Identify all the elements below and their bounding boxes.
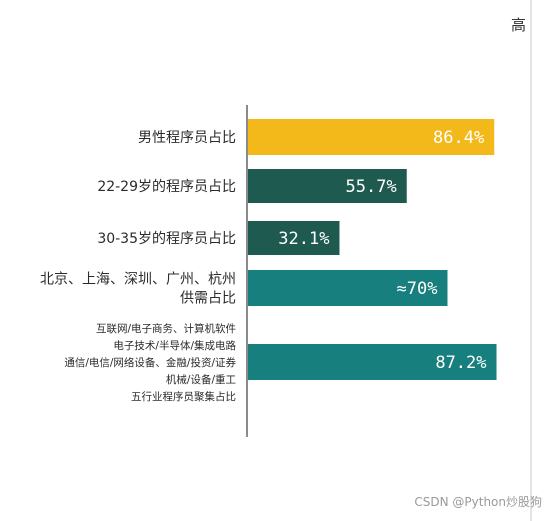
bar-value-label-1: 86.4% bbox=[433, 128, 484, 148]
corner-label: 高 bbox=[511, 16, 526, 34]
category-label-line: 22-29岁的程序员占比 bbox=[97, 179, 236, 195]
category-label-line: 供需占比 bbox=[180, 291, 236, 307]
category-label-line: 北京、上海、深圳、广州、杭州 bbox=[40, 272, 236, 288]
category-label-line: 通信/电信/网络设备、金融/投资/证券 bbox=[64, 356, 236, 369]
category-label-line: 互联网/电子商务、计算机软件 bbox=[96, 322, 236, 335]
category-label-1: 男性程序员占比 bbox=[138, 130, 236, 146]
category-label-2: 22-29岁的程序员占比 bbox=[97, 179, 236, 195]
bar-value-label-3: 32.1% bbox=[278, 229, 329, 249]
category-label-line: 五行业程序员聚集占比 bbox=[131, 390, 236, 403]
bar-3 bbox=[248, 221, 340, 255]
bar-1 bbox=[248, 119, 495, 155]
bar-value-label-5: 87.2% bbox=[435, 353, 486, 373]
bar-5 bbox=[248, 344, 497, 380]
bar-4 bbox=[248, 270, 448, 306]
bar-value-label-2: 55.7% bbox=[346, 177, 397, 197]
category-label-4: 北京、上海、深圳、广州、杭州供需占比 bbox=[40, 272, 236, 307]
category-label-5: 互联网/电子商务、计算机软件电子技术/半导体/集成电路通信/电信/网络设备、金融… bbox=[64, 322, 236, 403]
category-label-3: 30-35岁的程序员占比 bbox=[97, 231, 236, 247]
bar-value-label-4: ≈70% bbox=[397, 279, 438, 299]
category-label-line: 30-35岁的程序员占比 bbox=[97, 231, 236, 247]
watermark: CSDN @Python炒股狗 bbox=[414, 495, 542, 509]
category-label-line: 电子技术/半导体/集成电路 bbox=[113, 339, 236, 352]
category-label-line: 机械/设备/重工 bbox=[166, 373, 236, 386]
category-label-line: 男性程序员占比 bbox=[138, 130, 236, 146]
bar-2 bbox=[248, 169, 407, 203]
bars-group: 86.4% 男性程序员占比 55.7% 22-29岁的程序员占比 32.1% 30-35岁… bbox=[40, 119, 497, 403]
